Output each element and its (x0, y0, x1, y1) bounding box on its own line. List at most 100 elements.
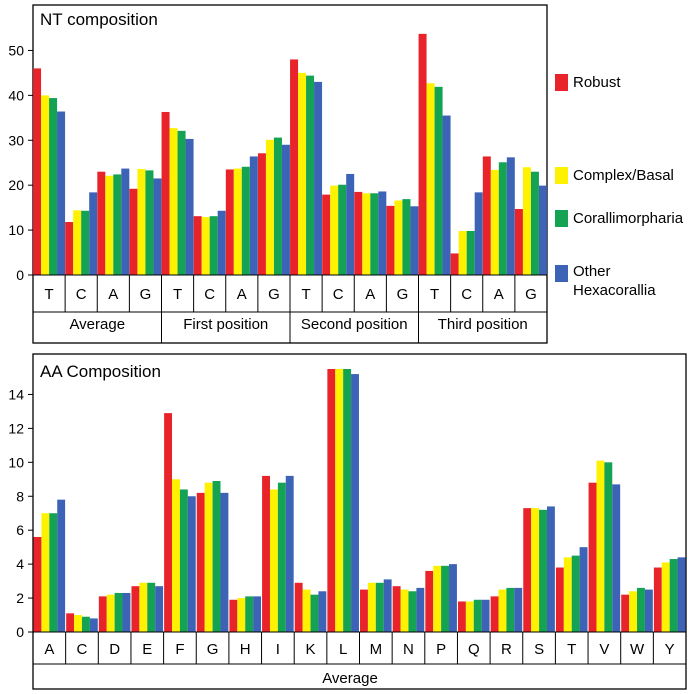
aa-bar-r-robust (490, 596, 499, 632)
aa-bar-f-complex-basal (172, 479, 180, 632)
aa-bar-c-other-hexacorallia (89, 618, 98, 632)
nt-x-tick-label: C (204, 286, 215, 303)
aa-bar-m-other-hexacorallia (383, 579, 392, 632)
aa-x-tick-label: Q (468, 641, 480, 658)
nt-bar-a-complex-basal (362, 193, 371, 275)
nt-x-tick-label: A (365, 286, 375, 303)
aa-bar-q-corallimorpharia (473, 599, 482, 632)
nt-x-axis: T C A G T C A G T C A G T C A G Average First position Sec… (32, 274, 548, 343)
aa-bar-d-other-hexacorallia (122, 592, 131, 632)
aa-bar-h-other-hexacorallia (253, 596, 262, 632)
aa-bar-c-corallimorpharia (81, 616, 90, 632)
nt-bar-g-robust (514, 208, 523, 275)
nt-bar-c-robust (322, 194, 331, 275)
aa-bar-d-complex-basal (106, 594, 115, 632)
aa-bar-k-other-hexacorallia (318, 591, 327, 632)
aa-x-tick-label: F (175, 641, 184, 658)
nt-group-label-third-position: Third position (438, 316, 528, 333)
aa-bar-f-other-hexacorallia (187, 496, 196, 632)
aa-bar-v-complex-basal (596, 460, 605, 632)
nt-bar-a-corallimorpharia (113, 174, 122, 275)
nt-bar-a-other-hexacorallia (506, 157, 515, 275)
aa-x-tick-label: K (306, 641, 316, 658)
aa-bar-r-other-hexacorallia (514, 587, 523, 632)
aa-x-tick-label: Y (665, 641, 675, 658)
aa-y-tick-label: 10 (8, 454, 24, 470)
nt-group-label-second-position: Second position (301, 316, 408, 333)
nt-bar-g-complex-basal (522, 167, 531, 275)
aa-bar-k-complex-basal (302, 589, 311, 632)
aa-x-tick-label: P (436, 641, 446, 658)
aa-bar-t-complex-basal (563, 557, 572, 632)
legend-item-corallimorpharia: Corallimorpharia (555, 210, 684, 227)
aa-x-tick-label: D (109, 641, 120, 658)
nt-bar-c-corallimorpharia (466, 230, 475, 275)
legend-swatch-other-hexacorallia (555, 265, 568, 282)
aa-x-tick-label: E (142, 641, 152, 658)
nt-bar-t-corallimorpharia (177, 130, 186, 275)
nt-bar-a-robust (354, 191, 363, 275)
nt-bar-a-corallimorpharia (370, 193, 379, 275)
nt-bar-g-complex-basal (265, 139, 274, 275)
aa-bar-r-corallimorpharia (506, 587, 515, 632)
nt-bar-t-complex-basal (298, 72, 307, 275)
aa-bar-q-robust (457, 601, 466, 632)
legend-swatch-robust (555, 74, 568, 91)
nt-bar-t-other-hexacorallia (57, 111, 66, 275)
aa-bar-i-corallimorpharia (277, 482, 286, 632)
aa-bar-f-robust (164, 413, 173, 632)
aa-bar-t-corallimorpharia (571, 555, 580, 632)
nt-bar-g-corallimorpharia (530, 171, 539, 275)
nt-bar-t-complex-basal (169, 128, 178, 275)
nt-bar-a-other-hexacorallia (121, 168, 130, 275)
legend-label-other-hexacorallia-line-0: Other (573, 263, 611, 280)
aa-bar-h-complex-basal (237, 598, 246, 632)
nt-bar-t-other-hexacorallia (185, 138, 194, 275)
aa-bar-p-corallimorpharia (441, 565, 450, 632)
nt-x-tick-label: C (333, 286, 344, 303)
nt-bar-g-other-hexacorallia (410, 206, 419, 275)
legend-swatch-complex-basal (555, 167, 568, 184)
legend: Robust Complex/Basal Corallimorpharia Other… (555, 74, 684, 299)
aa-bar-q-complex-basal (465, 601, 474, 632)
nt-bar-c-other-hexacorallia (89, 192, 98, 275)
aa-bar-d-robust (98, 596, 107, 632)
aa-bar-t-robust (555, 567, 564, 632)
aa-bar-y-corallimorpharia (669, 559, 678, 632)
nt-bar-a-other-hexacorallia (378, 191, 387, 275)
nt-bar-t-robust (161, 111, 170, 275)
aa-bar-e-complex-basal (139, 582, 148, 632)
aa-bar-n-other-hexacorallia (416, 587, 425, 632)
nt-x-tick-label: G (525, 286, 537, 303)
aa-bar-l-complex-basal (335, 369, 344, 632)
nt-bar-a-robust (482, 156, 491, 275)
aa-panel: AA Composition 0 2 4 6 8 10 12 14 A C D E F G H I K L M N P… (8, 353, 687, 690)
aa-y-tick-label: 12 (8, 420, 24, 436)
nt-bar-t-robust (418, 33, 427, 275)
aa-y-tick-label: 6 (16, 522, 24, 538)
aa-bar-w-robust (621, 594, 630, 632)
aa-x-tick-label: N (403, 641, 414, 658)
nt-x-tick-label: G (140, 286, 152, 303)
aa-x-tick-label: V (599, 641, 609, 658)
aa-x-tick-label: M (370, 641, 383, 658)
nt-x-tick-label: C (461, 286, 472, 303)
aa-bar-d-corallimorpharia (114, 592, 123, 632)
nt-y-axis: 0 10 20 30 40 50 (8, 24, 34, 283)
nt-bar-c-complex-basal (73, 210, 82, 275)
nt-bar-c-other-hexacorallia (217, 210, 226, 275)
aa-y-tick-label: 14 (8, 386, 24, 402)
nt-bar-g-robust (257, 153, 266, 275)
nt-bar-g-complex-basal (394, 200, 403, 275)
aa-bar-k-robust (294, 582, 303, 632)
nt-bar-c-robust (193, 216, 202, 275)
aa-x-tick-label: R (501, 641, 512, 658)
aa-bar-y-complex-basal (661, 562, 670, 632)
nt-bar-g-other-hexacorallia (281, 144, 290, 275)
nt-chart-title: NT composition (40, 10, 158, 29)
aa-bar-h-robust (229, 599, 238, 632)
aa-bars (33, 369, 686, 632)
nt-bar-c-robust (450, 253, 459, 275)
aa-bar-v-robust (588, 482, 597, 632)
nt-bar-t-robust (33, 68, 42, 275)
